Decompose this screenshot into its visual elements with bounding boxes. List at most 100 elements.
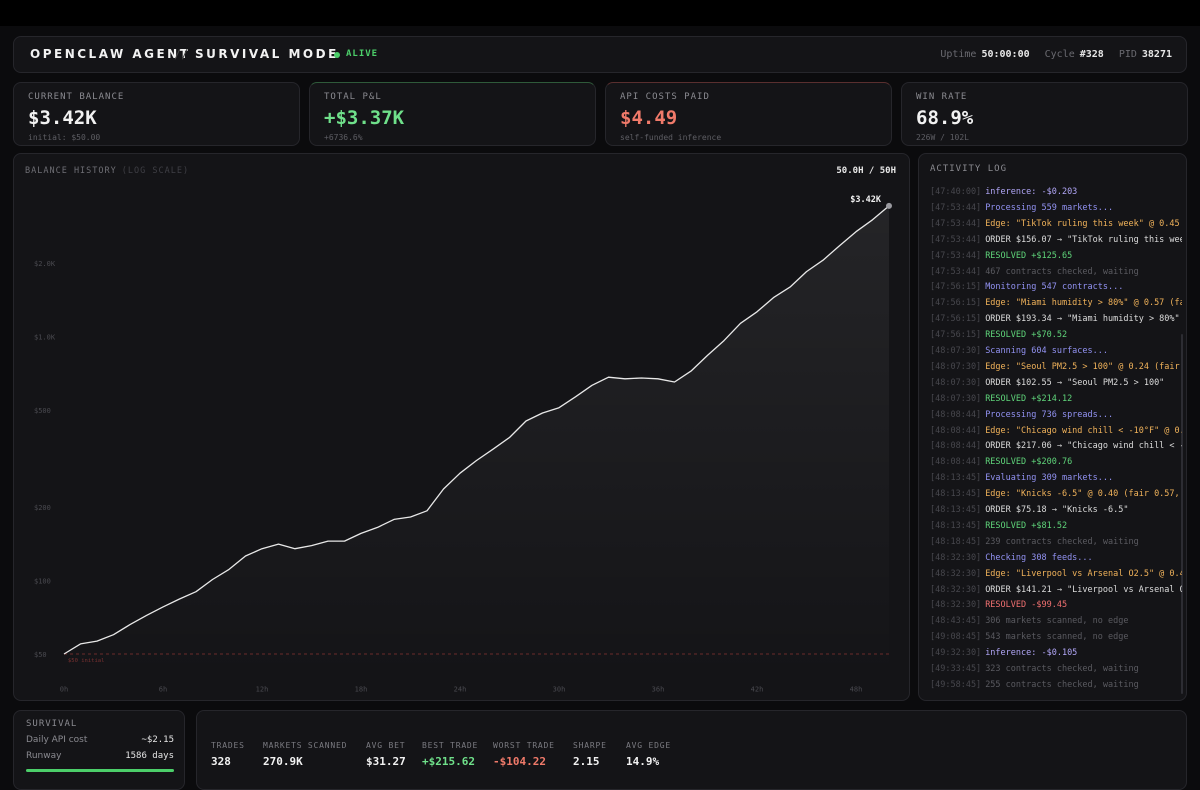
chart-title: BALANCE HISTORY (LOG SCALE) — [25, 166, 189, 176]
pid: 38271 — [1141, 49, 1172, 60]
log-entry: [48:07:30] Edge: "Seoul PM2.5 > 100" @ 0.… — [930, 362, 1182, 372]
log-time: [47:40:00] — [930, 187, 982, 197]
log-text: Monitoring 547 contracts... — [985, 282, 1124, 293]
log-time: [48:32:30] — [930, 568, 982, 579]
x-tick-label: 12h — [256, 686, 269, 694]
log-text: Edge: "Miami humidity > 80%" @ 0.57 (fai… — [985, 298, 1182, 309]
card-label: CURRENT BALANCE — [28, 92, 125, 102]
log-time: [48:32:30] — [930, 584, 982, 595]
stat-value: 328 — [211, 755, 231, 768]
end-point — [886, 202, 892, 209]
log-time: [48:13:45] — [930, 489, 982, 500]
y-tick-label: $200 — [34, 504, 51, 512]
stat: AVG BET $31.27 — [366, 741, 406, 768]
x-tick-label: 0h — [60, 686, 68, 694]
log-time: [48:08:44] — [930, 457, 982, 468]
status-dot — [334, 52, 340, 58]
stat-card: API COSTS PAID $4.49 self-funded inference — [605, 82, 892, 146]
stat-value: 2.15 — [573, 755, 600, 768]
survival-label: Runway — [26, 751, 62, 761]
stat-label: SHARPE — [573, 741, 607, 750]
log-entry: [48:13:45] Evaluating 309 markets... — [930, 473, 1182, 483]
log-entry: [48:13:45] ORDER $75.18 → "Knicks -6.5" — [930, 505, 1182, 515]
card-value: +$3.37K — [324, 107, 405, 129]
scrollbar — [1181, 334, 1183, 694]
log-text: 239 contracts checked, waiting — [985, 536, 1139, 547]
stats-panel: TRADES 328 MARKETS SCANNED 270.9K AVG BET $31… — [196, 710, 1187, 790]
log-text: Processing 736 spreads... — [985, 409, 1114, 420]
log-time: [47:53:44] — [930, 250, 982, 261]
log-entry: [48:32:30] RESOLVED -$99.45 — [930, 600, 1182, 610]
survival-title: SURVIVAL — [26, 719, 78, 729]
stat-value: +$215.62 — [422, 755, 475, 768]
log-text: ORDER $141.21 → "Liverpool vs Arsenal O… — [985, 584, 1182, 595]
log-entry: [48:32:30] ORDER $141.21 → "Liverpool vs … — [930, 585, 1182, 595]
log-text: RESOLVED +$200.76 — [985, 457, 1073, 468]
x-tick-label: 18h — [355, 686, 368, 694]
log-text: Edge: "TikTok ruling this week" @ 0.45 … — [985, 218, 1182, 229]
progress-label: 50.0H / 50H — [836, 166, 896, 176]
log-time: [48:08:44] — [930, 409, 982, 420]
card-label: WIN RATE — [916, 92, 968, 102]
log-entry: [48:18:45] 239 contracts checked, waiting — [930, 537, 1182, 547]
stat: MARKETS SCANNED 270.9K — [263, 741, 347, 768]
stat-label: AVG EDGE — [626, 741, 671, 750]
log-entry: [48:07:30] RESOLVED +$214.12 — [930, 394, 1182, 404]
log-entry: [47:40:00] inference: -$0.203 — [930, 187, 1182, 197]
stat-card: CURRENT BALANCE $3.42K initial: $50.00 — [13, 82, 300, 146]
stat: TRADES 328 — [211, 741, 245, 768]
log-entry: [49:33:45] 323 contracts checked, waiting — [930, 664, 1182, 674]
stat-card: TOTAL P&L +$3.37K +6736.6% — [309, 82, 596, 146]
log-time: [48:13:45] — [930, 520, 982, 531]
log-text: Edge: "Knicks -6.5" @ 0.40 (fair 0.57, … — [985, 489, 1182, 500]
separator: // — [174, 47, 189, 61]
log-time: [47:56:15] — [930, 282, 982, 293]
log-text: 467 contracts checked, waiting — [985, 266, 1139, 277]
stat-label: TRADES — [211, 741, 245, 750]
card-sub: initial: $50.00 — [28, 133, 101, 142]
chart-panel: BALANCE HISTORY (LOG SCALE) 50.0H / 50H $… — [13, 153, 910, 701]
x-tick-label: 30h — [553, 686, 566, 694]
log-text: ORDER $217.06 → "Chicago wind chill < -… — [985, 441, 1182, 452]
log-text: inference: -$0.105 — [985, 648, 1078, 659]
top-bar — [0, 0, 1200, 26]
stat-value: $31.27 — [366, 755, 406, 768]
balance-line — [63, 205, 890, 655]
log-text: RESOLVED +$70.52 — [985, 330, 1068, 341]
card-label: API COSTS PAID — [620, 92, 710, 102]
header: OPENCLAW AGENT // SURVIVAL MODE ALIVE Up… — [13, 36, 1187, 73]
chart-title-main: BALANCE HISTORY — [25, 166, 117, 176]
log-text: Checking 308 feeds... — [985, 552, 1093, 563]
log-entry: [48:08:44] ORDER $217.06 → "Chicago wind … — [930, 441, 1182, 451]
log-entry: [49:08:45] 543 markets scanned, no edge — [930, 632, 1182, 642]
log-time: [48:08:44] — [930, 441, 982, 452]
log-text: 323 contracts checked, waiting — [985, 664, 1139, 674]
log-text: inference: -$0.203 — [985, 187, 1078, 197]
log-time: [47:56:15] — [930, 330, 982, 341]
survival-value: 1586 days — [125, 751, 174, 761]
chart: BALANCE HISTORY (LOG SCALE) 50.0H / 50H $… — [25, 166, 896, 694]
log-time: [47:53:44] — [930, 202, 982, 213]
stat-value: 14.9% — [626, 755, 660, 768]
stat-label: MARKETS SCANNED — [263, 741, 348, 750]
log-text: 543 markets scanned, no edge — [985, 632, 1129, 643]
log-entry: [47:53:44] Edge: "TikTok ruling this week… — [930, 219, 1182, 229]
log-time: [47:53:44] — [930, 218, 982, 229]
log-text: Processing 559 markets... — [985, 202, 1114, 213]
stat-label: BEST TRADE — [422, 741, 479, 750]
log-title: ACTIVITY LOG — [930, 164, 1008, 174]
x-tick-label: 24h — [454, 686, 467, 694]
card-label: TOTAL P&L — [324, 92, 382, 102]
card-sub: 226W / 102L — [916, 133, 969, 142]
log-text: Scanning 604 surfaces... — [985, 346, 1109, 356]
log-time: [47:53:44] — [930, 266, 982, 277]
x-tick-label: 36h — [652, 686, 665, 694]
runway-bar — [26, 769, 174, 772]
log-time: [48:07:30] — [930, 361, 982, 372]
x-tick-label: 42h — [751, 686, 764, 694]
activity-log: ACTIVITY LOG [47:40:00] inference: -$0.20… — [918, 153, 1187, 701]
stat: SHARPE 2.15 — [573, 741, 607, 768]
log-text: 255 contracts checked, waiting — [985, 679, 1139, 690]
log-time: [48:07:30] — [930, 377, 982, 388]
log-text: Edge: "Liverpool vs Arsenal O2.5" @ 0.4… — [985, 568, 1182, 579]
